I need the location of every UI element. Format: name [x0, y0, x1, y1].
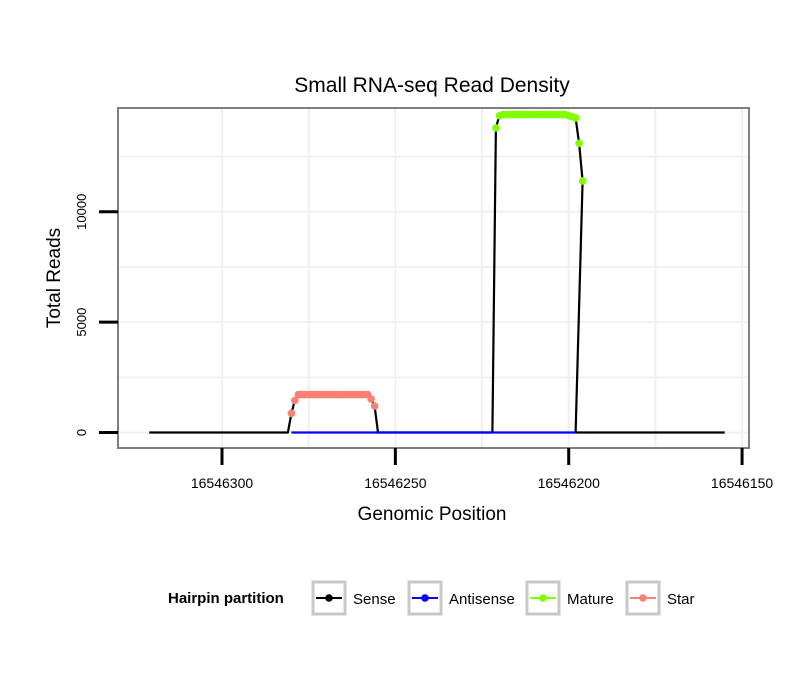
legend-point-star — [639, 594, 647, 602]
y-axis-label: Total Reads — [44, 228, 65, 328]
legend-point-antisense — [421, 594, 429, 602]
x-tick-label: 16546300 — [191, 475, 254, 491]
grid — [119, 109, 748, 447]
star-point — [367, 395, 375, 403]
legend-point-mature — [539, 594, 547, 602]
axis-ticks: 16546300 16546250 16546200 16546150 0 5000 100… — [74, 194, 773, 491]
legend-label-star: Star — [667, 591, 695, 608]
x-axis-label: Genomic Position — [358, 504, 507, 525]
mature-point — [575, 139, 583, 148]
legend-label-antisense: Antisense — [449, 591, 515, 608]
x-tick-label: 16546200 — [538, 475, 601, 491]
star-point — [370, 402, 379, 410]
y-tick-label: 0 — [74, 429, 89, 436]
mature-point — [492, 124, 500, 132]
star-point — [291, 396, 299, 405]
mature-point — [571, 114, 580, 122]
y-tick-label: 5000 — [74, 308, 89, 337]
x-tick-label: 16546250 — [364, 475, 427, 491]
series-layer — [149, 110, 725, 434]
plot-panel — [117, 107, 750, 449]
legend-title: Hairpin partition — [168, 590, 284, 607]
y-tick-label: 10000 — [74, 194, 89, 230]
chart-title: Small RNA-seq Read Density — [294, 74, 570, 97]
legend: Hairpin partition Sense Antisense Mature St… — [168, 580, 695, 616]
legend-point-sense — [325, 594, 333, 602]
legend-label-mature: Mature — [567, 591, 614, 608]
star-point — [287, 409, 296, 418]
mature-point — [578, 177, 587, 185]
x-tick-label: 16546150 — [711, 475, 774, 491]
legend-label-sense: Sense — [353, 591, 396, 608]
